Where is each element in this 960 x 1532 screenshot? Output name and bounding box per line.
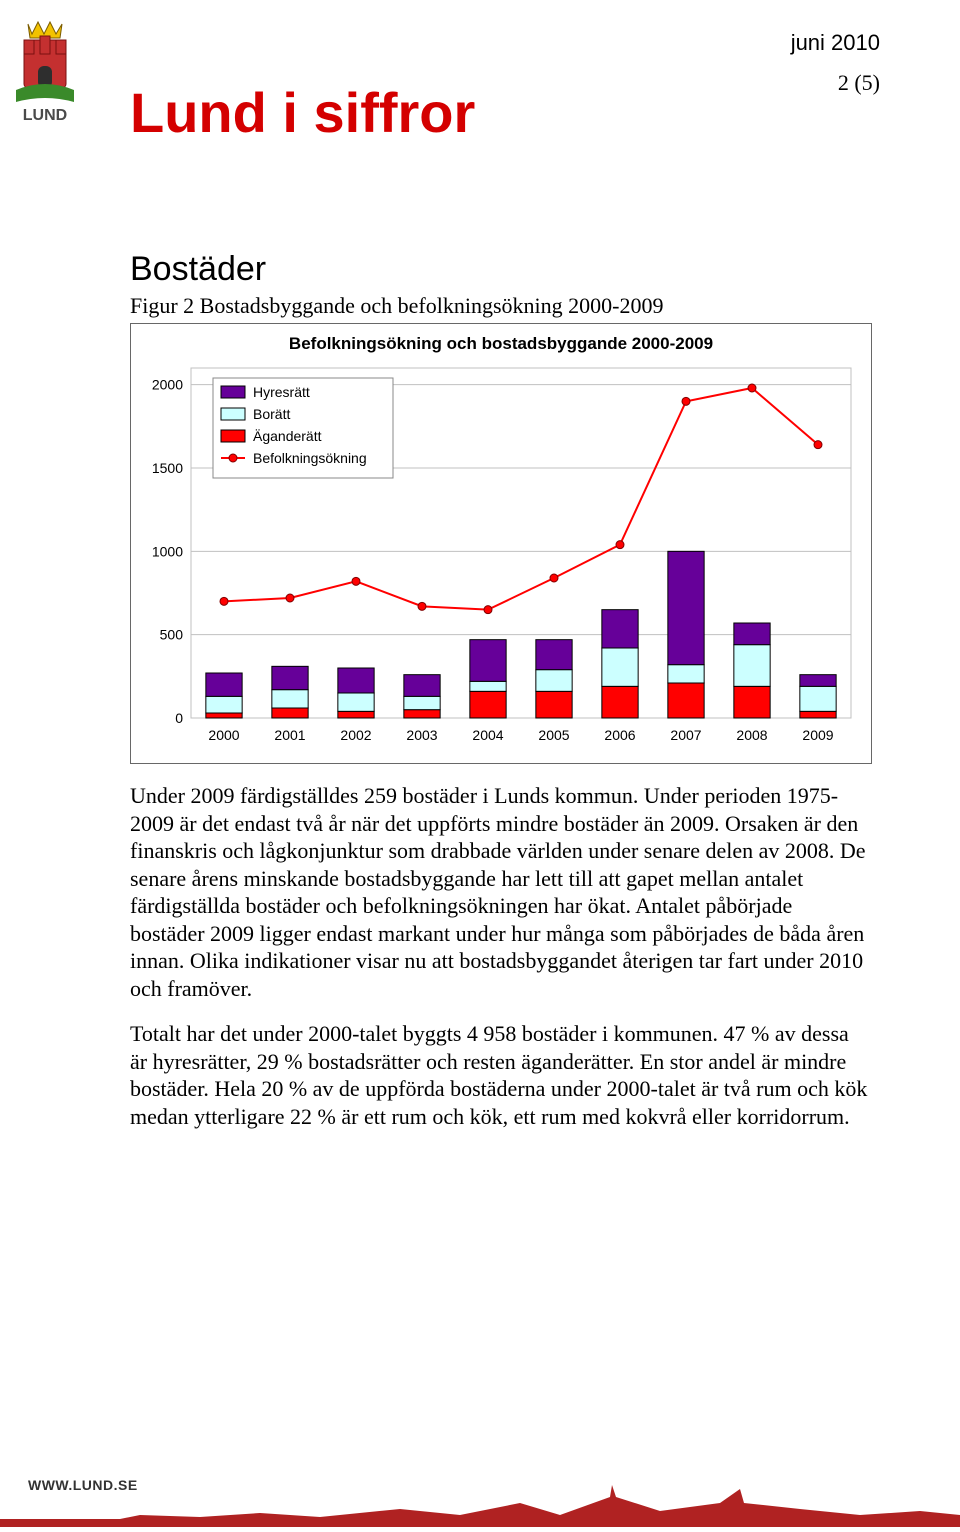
chart-title: Befolkningsökning och bostadsbyggande 20… [131, 324, 871, 358]
svg-text:Äganderätt: Äganderätt [253, 428, 322, 444]
svg-text:1500: 1500 [152, 460, 183, 476]
paragraph-2: Totalt har det under 2000-talet byggts 4… [130, 1020, 870, 1130]
svg-text:2000: 2000 [152, 377, 183, 393]
svg-text:2008: 2008 [736, 727, 767, 743]
page-number: 2 (5) [838, 70, 880, 96]
footer-skyline [0, 1479, 960, 1527]
lund-logo: LUND [10, 20, 80, 135]
chart-container: Befolkningsökning och bostadsbyggande 20… [130, 323, 872, 764]
svg-text:2005: 2005 [538, 727, 569, 743]
footer: WWW.LUND.SE [0, 1479, 960, 1527]
svg-text:500: 500 [160, 627, 184, 643]
svg-text:Befolkningsökning: Befolkningsökning [253, 450, 367, 466]
page: juni 2010 2 (5) LUND Lund i siffror Bost… [0, 0, 960, 1527]
svg-text:Borätt: Borätt [253, 406, 290, 422]
housing-chart: 0 500 1000 1500 2000 2000 2001 2002 2003 2004 2005… [131, 358, 871, 758]
svg-text:2004: 2004 [472, 727, 503, 743]
svg-text:2006: 2006 [604, 727, 635, 743]
paragraph-1: Under 2009 färdigställdes 259 bostäder i… [130, 782, 870, 1002]
figure-caption: Figur 2 Bostadsbyggande och befolkningsö… [130, 293, 870, 319]
footer-url: WWW.LUND.SE [28, 1477, 138, 1493]
logo-label: LUND [23, 107, 67, 124]
header-date: juni 2010 [791, 30, 880, 56]
svg-text:0: 0 [175, 710, 183, 726]
svg-text:2002: 2002 [340, 727, 371, 743]
svg-text:1000: 1000 [152, 543, 183, 559]
page-title: Lund i siffror [130, 80, 475, 145]
svg-text:2009: 2009 [802, 727, 833, 743]
content-area: Bostäder Figur 2 Bostadsbyggande och bef… [130, 250, 870, 1148]
svg-text:2007: 2007 [670, 727, 701, 743]
svg-text:2003: 2003 [406, 727, 437, 743]
section-heading: Bostäder [130, 250, 870, 289]
svg-text:2001: 2001 [274, 727, 305, 743]
svg-text:Hyresrätt: Hyresrätt [253, 384, 310, 400]
body-text: Under 2009 färdigställdes 259 bostäder i… [130, 782, 870, 1130]
svg-text:2000: 2000 [208, 727, 239, 743]
